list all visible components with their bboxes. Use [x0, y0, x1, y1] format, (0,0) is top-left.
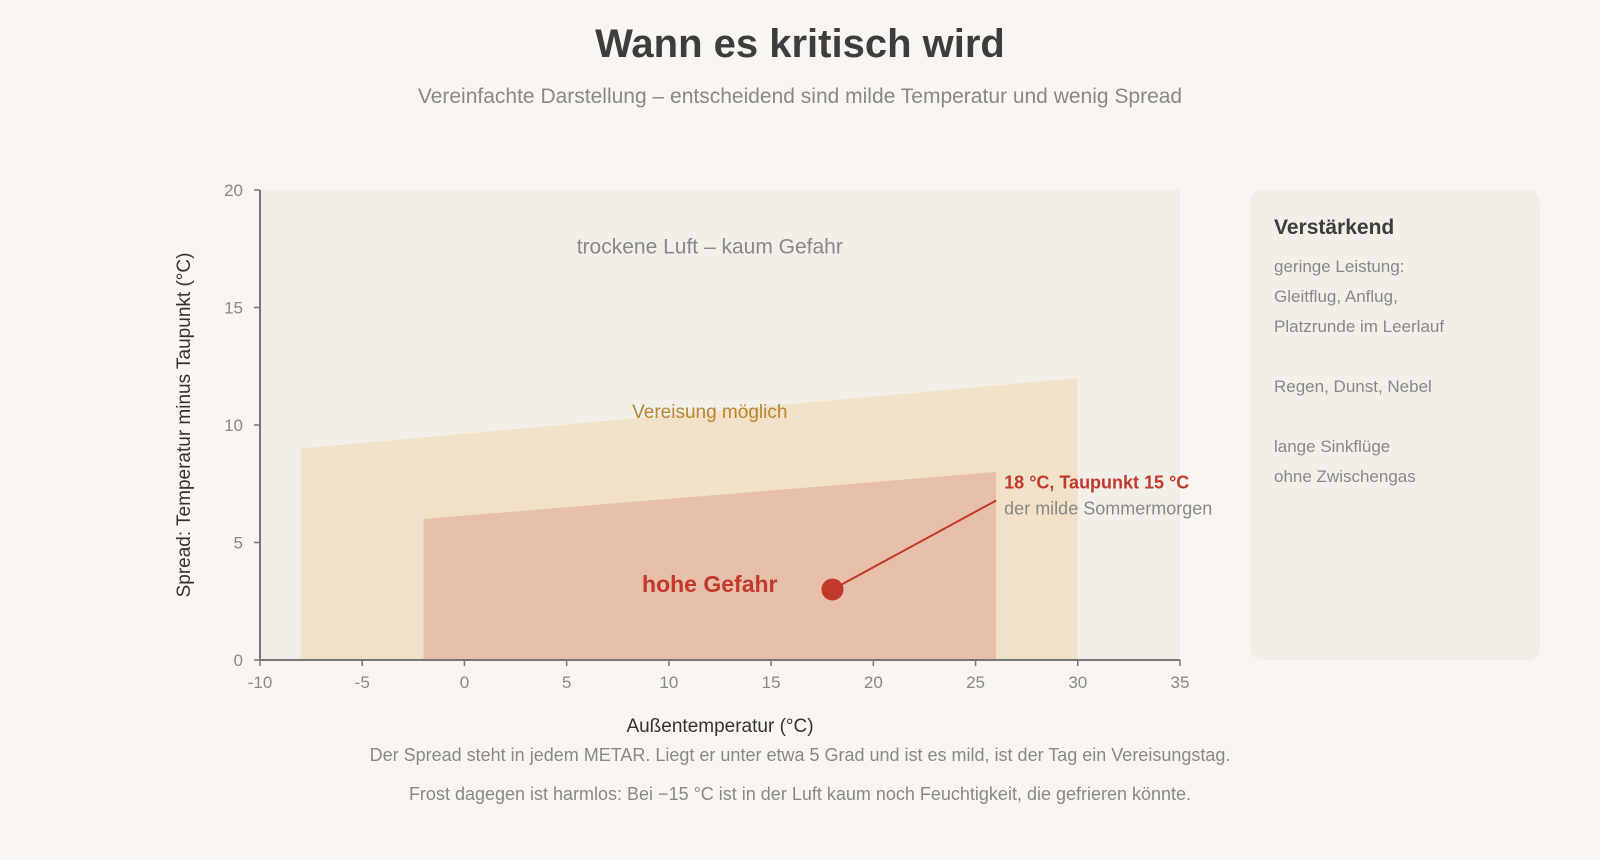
x-tick-label: 5: [562, 673, 571, 692]
side-panel-line: geringe Leistung:: [1274, 257, 1405, 276]
chart-ticks: -10 -5 0 5 10 15 20 25 30 35 0 5 10 15 20: [224, 181, 1189, 692]
region-label-high-danger: hohe Gefahr: [642, 571, 778, 597]
annotation-sublabel: der milde Sommermorgen: [1004, 498, 1212, 518]
chart-regions: [260, 190, 1180, 660]
side-panel-line: Platzrunde im Leerlauf: [1274, 317, 1445, 336]
chart-marker: 18 °C, Taupunkt 15 °C der milde Sommermor…: [821, 472, 1212, 601]
x-tick-label: 35: [1171, 673, 1190, 692]
region-label-dry: trockene Luft – kaum Gefahr: [577, 235, 843, 258]
side-panel-title: Verstärkend: [1274, 216, 1395, 239]
x-tick-label: 25: [966, 673, 985, 692]
x-tick-label: 15: [762, 673, 781, 692]
icing-risk-chart: -10 -5 0 5 10 15 20 25 30 35 0 5 10 15 20 Außentempera…: [174, 181, 1212, 737]
annotation-label: 18 °C, Taupunkt 15 °C: [1004, 472, 1189, 492]
footer-note-2: Frost dagegen ist harmlos: Bei −15 °C is…: [408, 784, 1192, 804]
y-tick-label: 20: [224, 181, 243, 200]
region-high-danger: [423, 472, 996, 660]
x-axis-label: Außentemperatur (°C): [626, 716, 813, 737]
page-title: Wann es kritisch wird: [595, 22, 1005, 66]
chart-axes: [259, 190, 1180, 661]
x-tick-label: -10: [248, 673, 273, 692]
chart-labels: Außentemperatur (°C) Spread: Temperatur m…: [174, 235, 843, 737]
annotation-leader-line: [831, 499, 997, 591]
y-tick-label: 5: [234, 534, 243, 553]
y-axis-label: Spread: Temperatur minus Taupunkt (°C): [174, 253, 195, 598]
y-tick-label: 10: [224, 416, 243, 435]
side-panel-line: ohne Zwischengas: [1274, 467, 1416, 486]
side-panel-line: [1274, 402, 1516, 432]
side-panel-line: [1274, 342, 1516, 372]
region-label-icing-possible: Vereisung möglich: [632, 402, 787, 423]
side-panel-line: Gleitflug, Anflug,: [1274, 287, 1398, 306]
data-point-marker: [821, 578, 844, 601]
page-subtitle: Vereinfachte Darstellung – entscheidend …: [417, 85, 1183, 108]
side-panel: Verstärkend geringe Leistung: Gleitflug,…: [1250, 190, 1540, 660]
footer-note-1: Der Spread steht in jedem METAR. Liegt e…: [369, 745, 1231, 765]
x-tick-label: -5: [355, 673, 370, 692]
x-tick-label: 20: [864, 673, 883, 692]
side-panel-line: Regen, Dunst, Nebel: [1274, 377, 1432, 396]
x-tick-label: 10: [659, 673, 678, 692]
y-tick-label: 0: [234, 651, 243, 670]
x-tick-label: 30: [1068, 673, 1087, 692]
y-tick-label: 15: [224, 299, 243, 318]
side-panel-line: lange Sinkflüge: [1274, 437, 1391, 456]
x-tick-label: 0: [460, 673, 469, 692]
